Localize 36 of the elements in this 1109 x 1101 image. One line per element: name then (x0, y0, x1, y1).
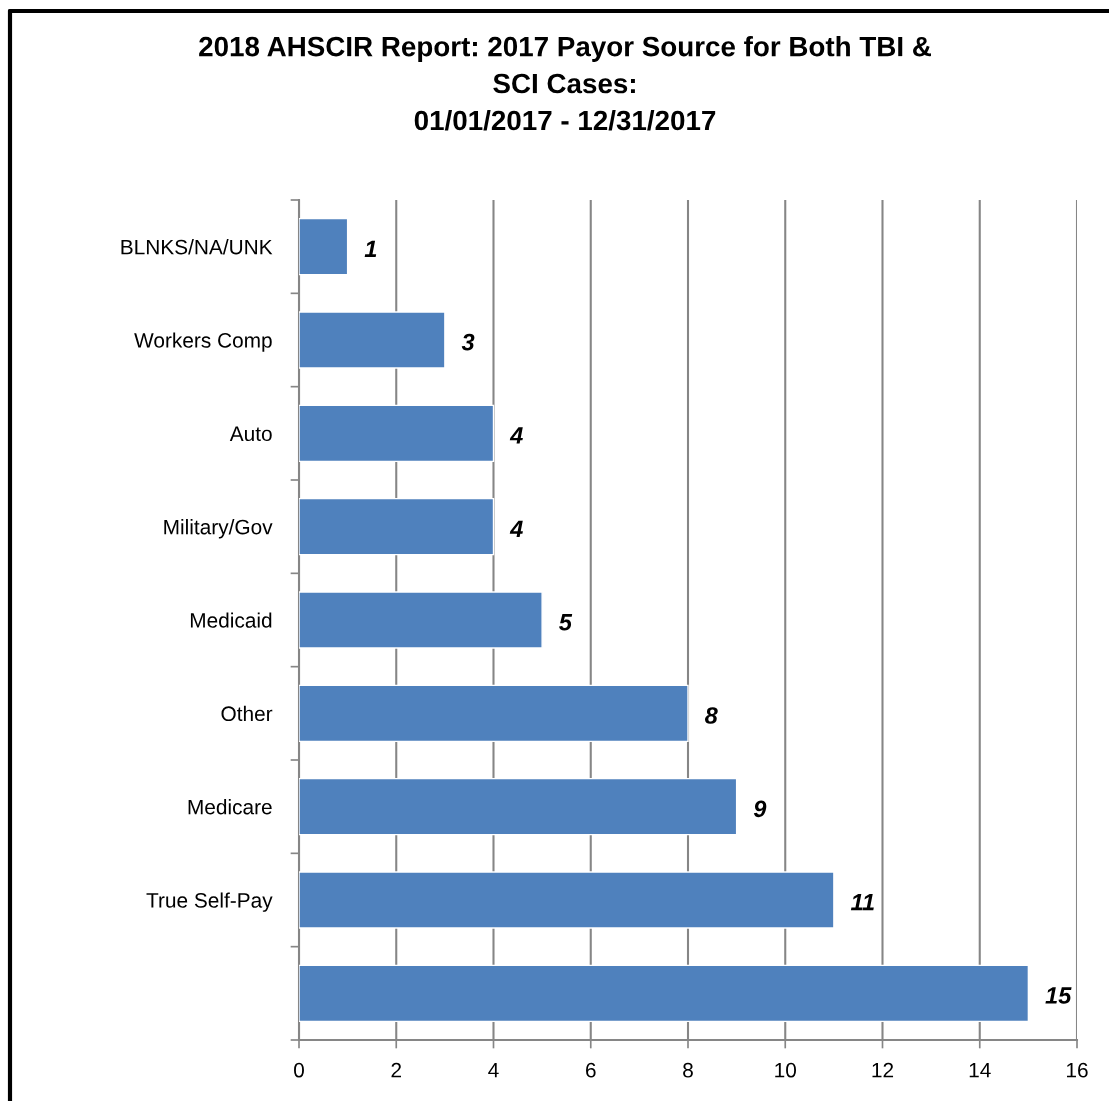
bar (299, 777, 738, 836)
y-tick-label: Workers Comp (134, 332, 272, 352)
data-label: 5 (559, 614, 573, 631)
x-tick-label: 6 (586, 1062, 596, 1078)
x-tick-label: 8 (683, 1062, 693, 1078)
x-tick-label: 16 (1067, 1062, 1088, 1078)
bar (299, 404, 495, 463)
data-label: 4 (509, 520, 523, 537)
bar (299, 497, 495, 556)
x-tick-label: 0 (294, 1062, 304, 1078)
data-label: 15 (1045, 987, 1072, 1004)
x-tick-label: 2 (391, 1062, 401, 1078)
y-tick-label: Auto (229, 426, 272, 442)
x-tick-label: 10 (775, 1062, 797, 1078)
data-label: 11 (850, 894, 874, 911)
x-tick-label: 12 (872, 1062, 894, 1078)
y-tick-label: True Self-Pay (146, 892, 273, 912)
bar (299, 217, 349, 276)
y-tick-label: Medicare (188, 799, 272, 815)
x-tick-label: 14 (969, 1062, 991, 1078)
data-label: 3 (461, 333, 475, 351)
bar (299, 684, 689, 743)
bar (299, 591, 543, 649)
data-label: 8 (704, 707, 718, 724)
y-tick-label: Military/Gov (164, 519, 273, 539)
y-tick-label: BLNKS/NA/UNK (121, 239, 273, 255)
bar (299, 964, 1030, 1023)
data-label: 1 (364, 240, 377, 257)
y-tick-label: Other (221, 705, 273, 722)
bar (299, 871, 835, 929)
chart-title: 2018 AHSCIR Report: 2017 Payor Source for Both TBI & SCI Cases: 01/01/2017 - 12/31/2017 (199, 36, 931, 131)
data-label: 4 (509, 427, 523, 444)
data-label: 9 (753, 800, 767, 818)
bar (299, 311, 446, 369)
y-tick-label: Medicaid (190, 612, 272, 628)
x-tick-label: 4 (488, 1062, 499, 1078)
